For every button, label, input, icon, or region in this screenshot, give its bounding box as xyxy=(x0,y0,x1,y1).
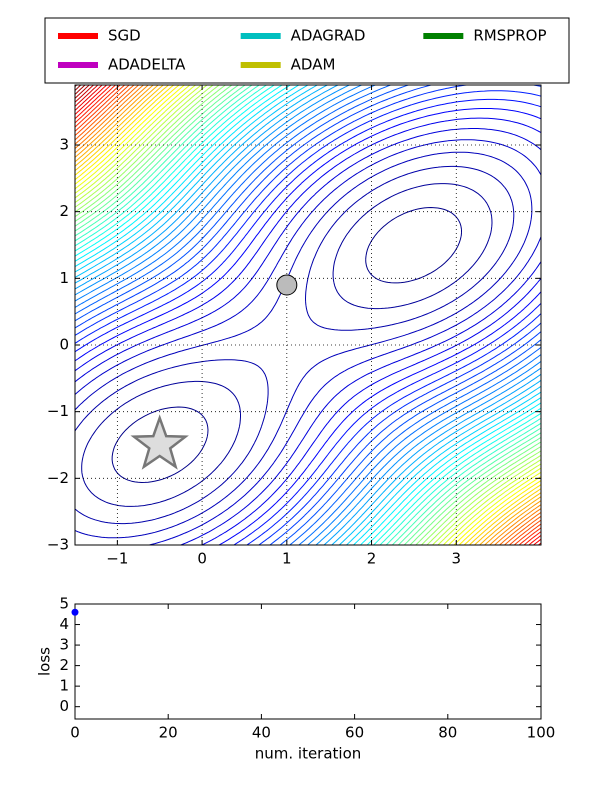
contour-line xyxy=(75,165,515,525)
x-tick-label: 3 xyxy=(451,550,461,568)
y-tick-label: 5 xyxy=(59,595,69,613)
contour-line xyxy=(75,85,541,545)
contour-line xyxy=(75,85,541,545)
contour-line xyxy=(75,85,541,545)
legend-box xyxy=(44,17,570,84)
y-tick-label: −2 xyxy=(47,469,69,487)
contour-line xyxy=(75,85,541,545)
contour-line xyxy=(111,207,462,483)
legend-label: ADADELTA xyxy=(108,56,186,74)
legend-label: SGD xyxy=(108,27,141,45)
contour-line xyxy=(75,85,541,545)
legend-label: RMSPROP xyxy=(473,27,546,45)
x-tick-label: 1 xyxy=(282,550,292,568)
x-tick-label: 60 xyxy=(345,724,364,742)
contour-line xyxy=(75,90,541,545)
x-tick-label: 80 xyxy=(438,724,457,742)
minimum-marker xyxy=(130,414,189,470)
contour-line xyxy=(75,85,99,107)
y-tick-label: 2 xyxy=(59,656,69,674)
x-tick-label: 0 xyxy=(197,550,207,568)
contour-line xyxy=(75,85,541,545)
contour-line xyxy=(75,85,541,545)
plot-frame xyxy=(74,84,542,546)
contour-line xyxy=(75,85,541,545)
y-tick-label: 3 xyxy=(59,136,69,154)
contour-line xyxy=(75,85,541,545)
x-tick-label: 20 xyxy=(159,724,178,742)
loss-point xyxy=(71,608,79,616)
plot-frame xyxy=(74,603,542,720)
y-tick-label: −1 xyxy=(47,402,69,420)
contour-line xyxy=(75,85,541,545)
y-tick-label: 3 xyxy=(59,636,69,654)
legend-label: ADAGRAD xyxy=(291,27,366,45)
contour-line xyxy=(75,85,541,545)
contour-line xyxy=(75,85,541,545)
start-marker xyxy=(276,274,298,296)
contour-line xyxy=(81,183,493,507)
contour-line xyxy=(75,108,541,545)
contour-line xyxy=(75,85,541,545)
contour-line xyxy=(75,85,541,545)
x-tick-label: −1 xyxy=(106,550,128,568)
contour-line xyxy=(75,117,541,545)
contour-line xyxy=(75,85,541,545)
contour-lines xyxy=(75,85,541,545)
contour-line xyxy=(75,151,533,539)
y-tick-label: 4 xyxy=(59,615,69,633)
contour-line xyxy=(75,85,541,545)
x-tick-label: 2 xyxy=(367,550,377,568)
contour-line xyxy=(75,85,541,545)
y-tick-label: 0 xyxy=(59,697,69,715)
contour-line xyxy=(75,85,541,545)
y-tick-label: 2 xyxy=(59,202,69,220)
y-tick-label: 1 xyxy=(59,677,69,695)
contour-line xyxy=(75,85,86,95)
contour-line xyxy=(75,85,541,545)
contour-line xyxy=(75,85,541,545)
x-tick-label: 40 xyxy=(252,724,271,742)
contour-line xyxy=(75,85,541,545)
y-axis-label: loss xyxy=(36,647,54,676)
contour-line xyxy=(75,85,541,545)
legend-label: ADAM xyxy=(291,56,336,74)
contour-line xyxy=(75,85,541,545)
x-tick-label: 0 xyxy=(70,724,80,742)
y-tick-label: −3 xyxy=(47,536,69,554)
contour-line xyxy=(75,85,541,545)
x-axis-label: num. iteration xyxy=(255,745,362,763)
y-tick-label: 0 xyxy=(59,336,69,354)
contour-line xyxy=(75,85,541,545)
x-tick-label: 100 xyxy=(527,724,556,742)
y-tick-label: 1 xyxy=(59,269,69,287)
contour-line xyxy=(75,85,541,545)
contour-line xyxy=(75,85,541,545)
contour-line xyxy=(75,85,541,545)
contour-line xyxy=(75,85,541,545)
